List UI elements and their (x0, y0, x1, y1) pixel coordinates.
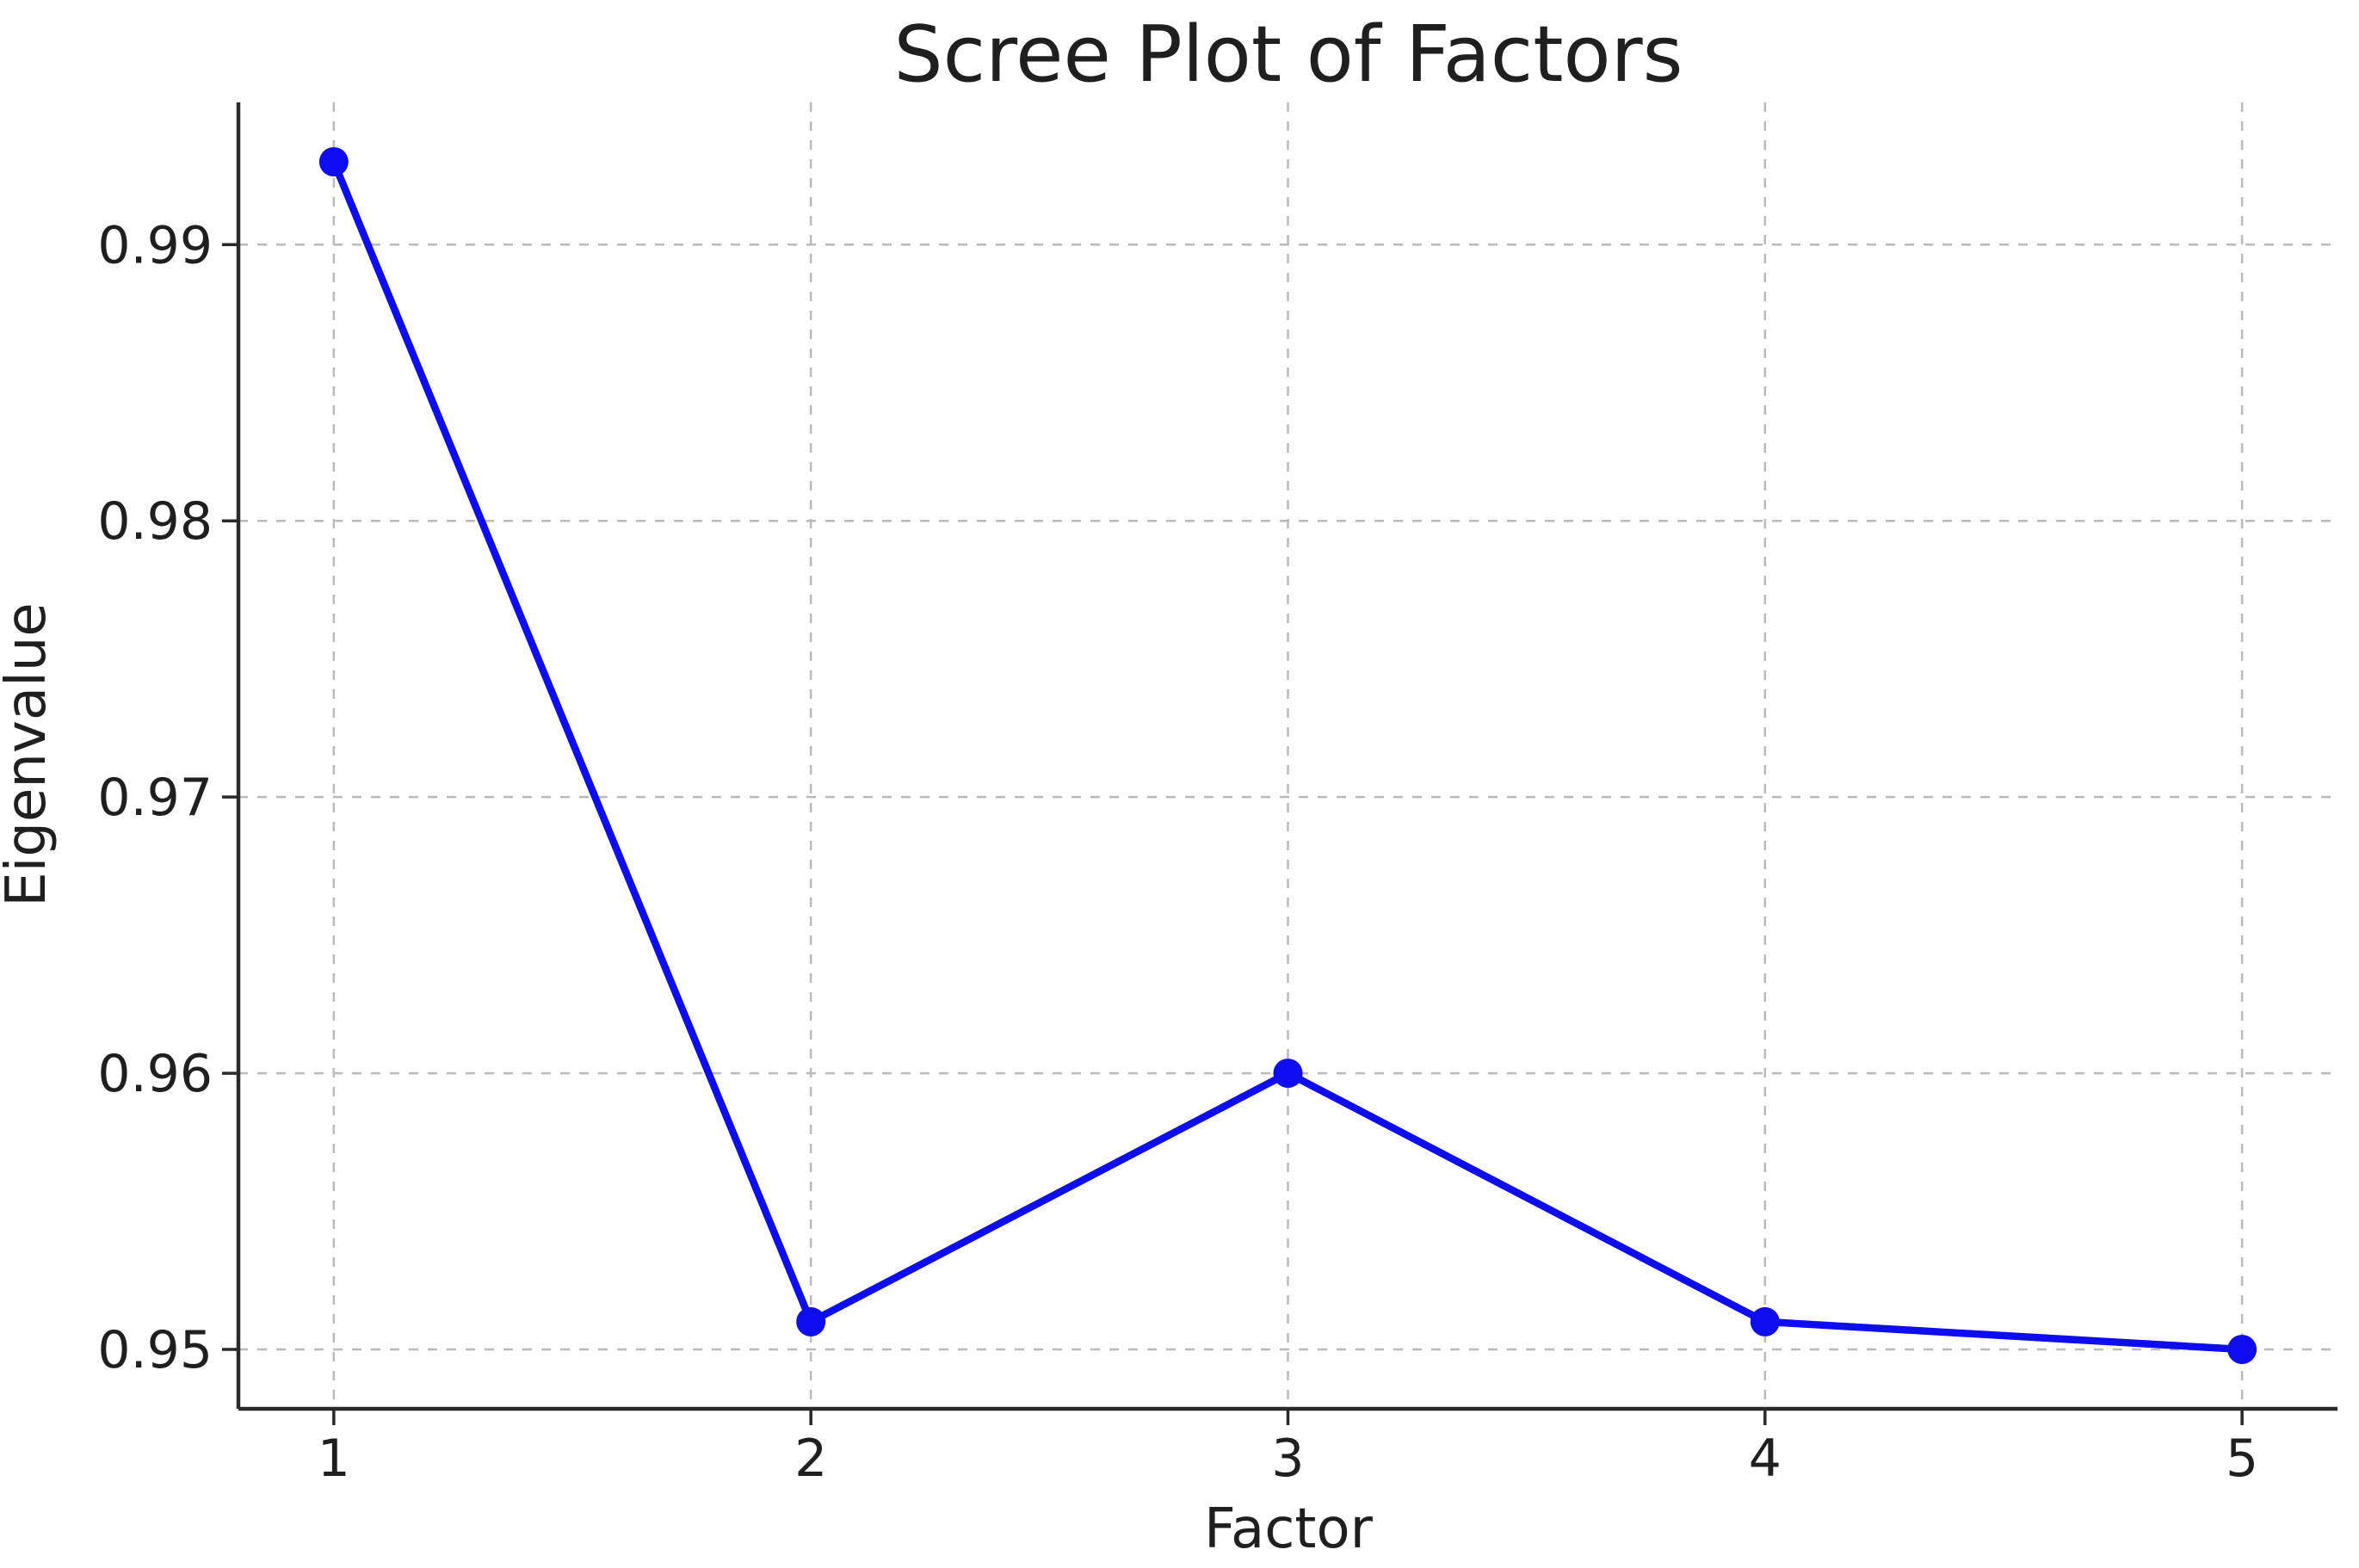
y-tick-label: 0.95 (97, 1320, 213, 1380)
axis-layer: 1 2 3 4 5 0.95 0.96 0.97 0.98 0.99 (97, 102, 2337, 1489)
x-tick-label: 5 (2226, 1429, 2258, 1489)
chart-title: Scree Plot of Factors (894, 9, 1683, 100)
y-axis-label: Eigenvalue (0, 602, 59, 907)
data-point-marker (318, 147, 349, 176)
x-tick-label: 4 (1749, 1429, 1782, 1489)
y-tick-label: 0.98 (97, 491, 213, 552)
x-tick-label: 1 (318, 1429, 350, 1489)
y-tick-label: 0.96 (97, 1044, 213, 1104)
x-axis-label: Factor (1204, 1497, 1374, 1561)
data-point-marker (796, 1306, 826, 1337)
data-point-marker (1750, 1306, 1780, 1337)
grid-layer (238, 102, 2337, 1409)
data-point-marker (1273, 1059, 1303, 1089)
data-series-layer (318, 147, 2257, 1364)
y-tick-label: 0.99 (97, 215, 213, 275)
x-tick-label: 3 (1271, 1429, 1304, 1489)
data-point-marker (2227, 1335, 2257, 1364)
x-tick-label: 2 (794, 1429, 827, 1489)
y-tick-label: 0.97 (97, 768, 213, 828)
